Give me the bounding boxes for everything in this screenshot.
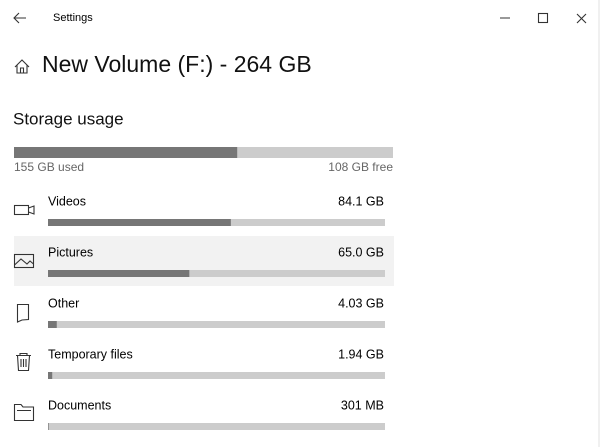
close-button[interactable] (576, 13, 587, 24)
item-size: 84.1 GB (338, 194, 384, 208)
home-icon (14, 59, 30, 74)
page-title: New Volume (F:) - 264 GB (42, 51, 312, 77)
used-bar (14, 147, 238, 158)
maximize-button[interactable] (537, 12, 549, 24)
item-label: Documents (48, 398, 111, 412)
window-title: Settings (53, 12, 93, 24)
item-label: Pictures (48, 245, 93, 259)
item-icons (13, 204, 35, 422)
item-size: 65.0 GB (338, 245, 384, 259)
item-label: Videos (48, 194, 86, 208)
free-bar (237, 147, 393, 158)
item-size: 1.94 GB (338, 347, 384, 361)
back-button[interactable] (13, 12, 26, 24)
row-hover (14, 236, 394, 286)
item-track (48, 270, 385, 277)
used-label: 155 GB used (14, 160, 84, 174)
item-bar (48, 372, 53, 379)
item-size: 4.03 GB (338, 296, 384, 310)
item-track (48, 372, 385, 379)
item-bar (48, 423, 49, 430)
item-label: Other (48, 296, 79, 310)
item-bar (48, 270, 190, 277)
item-bar (48, 219, 231, 226)
free-label: 108 GB free (328, 160, 393, 174)
item-bar (48, 321, 57, 328)
item-track (48, 321, 385, 328)
item-track (48, 423, 385, 430)
item-size: 301 MB (341, 398, 384, 412)
item-label: Temporary files (48, 347, 133, 361)
section-heading: Storage usage (13, 109, 124, 128)
